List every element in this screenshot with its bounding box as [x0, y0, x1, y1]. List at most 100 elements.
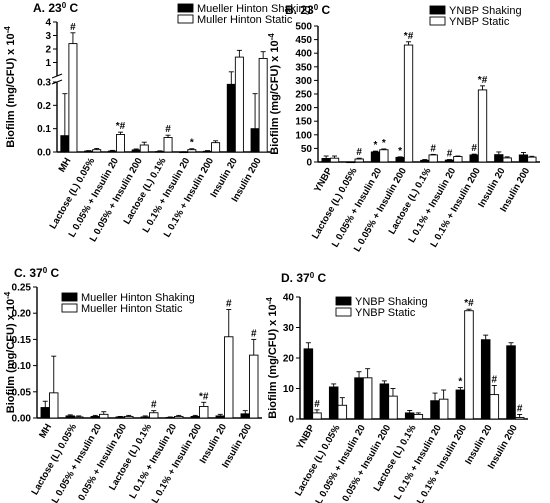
significance-marker: *	[458, 377, 462, 388]
bar-static	[379, 149, 389, 163]
chart-title: C. 370 C	[14, 266, 59, 281]
bar-shaking	[60, 135, 70, 153]
title-superscript: -4	[3, 26, 12, 34]
axis-break-mark	[51, 73, 63, 79]
bar-static	[464, 310, 474, 420]
y-tick-label: 0	[288, 415, 294, 426]
bar-shaking	[395, 156, 405, 163]
significance-marker: *	[398, 146, 402, 157]
y-tick-label: 1	[45, 58, 51, 69]
legend-swatch	[177, 14, 194, 24]
bar-static	[249, 354, 259, 419]
x-tick-label: YNBP	[295, 422, 318, 451]
bar-static	[312, 412, 322, 420]
title-superscript: -4	[265, 297, 274, 305]
bar-static	[453, 156, 463, 163]
bar-static	[329, 157, 340, 163]
significance-marker: #	[356, 147, 362, 158]
chart-title: D. 370 C	[281, 271, 326, 286]
y-tick-label: 20	[283, 354, 295, 365]
y-tick-label: 0.15	[12, 335, 32, 346]
title-superscript: -4	[267, 33, 276, 41]
significance-marker: #	[70, 22, 76, 33]
legend-swatch	[335, 296, 352, 306]
bar-shaking	[303, 348, 314, 420]
x-tick-label: Lactose (L) 0.05%	[29, 422, 79, 497]
bar-static	[99, 413, 109, 419]
bar-static	[199, 406, 209, 419]
y-tick-label: 0.25	[12, 283, 32, 294]
bar-shaking	[65, 415, 75, 419]
title-unit: C	[66, 1, 78, 15]
bar-shaking	[328, 386, 339, 420]
y-tick-label: 350	[295, 62, 312, 73]
bar-shaking	[140, 416, 150, 419]
y-tick-label: 40	[283, 293, 295, 304]
legend-swatch	[177, 3, 194, 13]
title-superscript: 0	[314, 3, 319, 12]
bar-shaking	[506, 345, 516, 420]
chart-title: A. 230 C	[33, 1, 78, 16]
y-tick-label: 0.3	[37, 78, 51, 89]
bar-shaking	[404, 412, 415, 420]
significance-marker: #	[165, 124, 171, 135]
bar-static	[174, 415, 184, 419]
legend-label: Muller Hinton Static	[197, 14, 293, 26]
y-tick-label: 0.2	[37, 101, 51, 112]
bar-static	[139, 144, 149, 153]
bar-static	[337, 404, 348, 420]
y-tick-label: 150	[295, 117, 312, 128]
y-tick-label: 2	[45, 45, 51, 56]
bar-shaking	[354, 377, 364, 420]
legend-label: Mueller Hinton Static	[81, 303, 183, 315]
bar-static	[477, 89, 488, 163]
title-unit: C	[314, 271, 326, 285]
bar-shaking	[240, 413, 250, 419]
bar-static	[187, 149, 197, 153]
bar-shaking	[346, 161, 356, 164]
chart-title: B. 230 C	[285, 3, 330, 18]
y-tick-label: 450	[295, 35, 312, 46]
bar-static	[489, 394, 500, 420]
y-tick-label: 4	[45, 18, 51, 29]
y-tick-label: 400	[295, 49, 312, 60]
y-tick-label: 3	[45, 31, 51, 42]
bar-static	[92, 149, 102, 153]
bar-static	[124, 415, 134, 419]
significance-marker: #	[492, 374, 498, 385]
title-superscript: 0	[310, 271, 315, 280]
legend-swatch	[61, 292, 78, 302]
bar-static	[224, 336, 234, 419]
bar-static	[211, 142, 221, 153]
bar-shaking	[226, 83, 236, 153]
significance-marker: #	[314, 399, 320, 410]
significance-marker: *	[382, 138, 386, 149]
bar-static	[514, 417, 525, 420]
bar-shaking	[40, 407, 50, 419]
bar-shaking	[480, 339, 491, 420]
title-unit: C	[318, 3, 330, 17]
bar-static	[74, 416, 84, 419]
bar-shaking	[84, 150, 94, 153]
bar-shaking	[430, 400, 440, 420]
y-tick-label: 0.00	[12, 414, 32, 425]
legend-swatch	[429, 16, 446, 26]
title-superscript: -4	[3, 291, 12, 299]
x-tick-label: YNBP	[312, 165, 335, 194]
bar-shaking	[90, 415, 100, 419]
bar-static	[149, 412, 159, 419]
bar-shaking	[469, 154, 479, 163]
bar-shaking	[370, 151, 381, 163]
y-tick-label: 250	[295, 90, 312, 101]
legend-swatch	[61, 303, 78, 313]
significance-marker: *#	[404, 31, 414, 42]
legend-swatch	[429, 5, 446, 15]
bar-shaking	[444, 159, 455, 163]
y-tick-label: 100	[295, 130, 312, 141]
bar-shaking	[518, 154, 529, 163]
